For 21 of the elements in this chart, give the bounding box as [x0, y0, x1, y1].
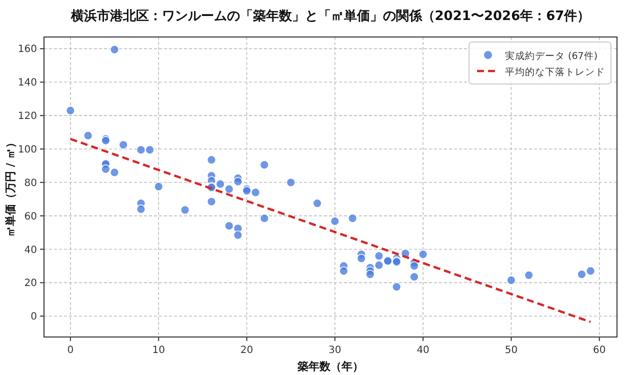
x-tick-label: 20 [240, 345, 254, 356]
x-tick-label: 0 [67, 345, 74, 356]
y-tick-label: 20 [24, 278, 37, 290]
y-tick-label: 160 [18, 44, 37, 56]
y-tick-label: 40 [24, 244, 37, 256]
y-tick-label: 140 [18, 78, 37, 89]
y-axis-title: ㎡単価（万円 / ㎡） [4, 137, 17, 237]
y-tick-label: 120 [18, 111, 37, 122]
x-axis-title: 築年数（年） [296, 360, 364, 373]
x-tick-label: 10 [152, 345, 165, 356]
legend-label: 平均的な下落トレンド [505, 66, 605, 78]
y-tick-label: 0 [30, 312, 37, 323]
y-tick-label: 80 [24, 178, 37, 189]
y-tick-label: 100 [18, 144, 37, 156]
chart-title: 横浜市港北区：ワンルームの「築年数」と「㎡単価」の関係（2021〜2026年：67件） [70, 8, 590, 24]
y-tick-label: 60 [24, 211, 37, 222]
x-tick-label: 50 [504, 345, 518, 356]
legend-label: 実成約データ (67件) [505, 50, 598, 62]
x-tick-label: 60 [593, 345, 606, 356]
x-tick-label: 40 [416, 345, 430, 356]
x-tick-label: 30 [328, 345, 342, 356]
